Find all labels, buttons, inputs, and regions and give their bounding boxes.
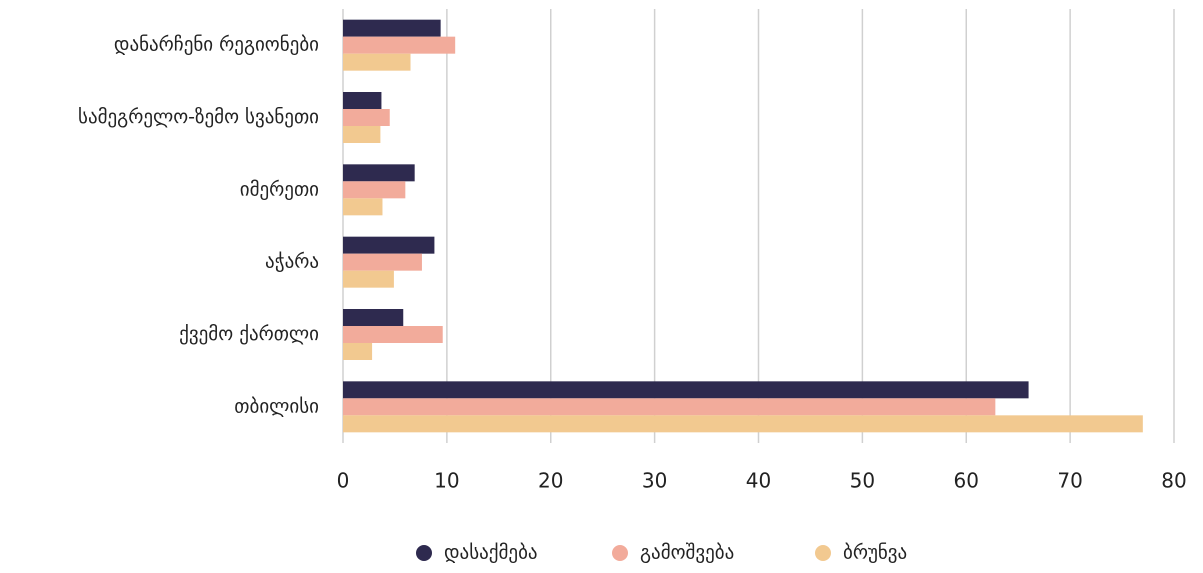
- x-tick-label: 70: [1057, 469, 1082, 493]
- bar: [343, 343, 373, 360]
- legend-label: დასაქმება: [444, 542, 538, 564]
- x-tick-label: 30: [642, 469, 667, 493]
- bar: [343, 253, 422, 271]
- x-tick-label: 0: [337, 469, 350, 493]
- bar: [343, 309, 404, 326]
- legend-label: ბრუნვა: [843, 542, 907, 564]
- x-tick-label: 20: [538, 469, 563, 493]
- x-tick-label: 40: [746, 469, 771, 493]
- y-tick-label: სამეგრელო-ზემო სვანეთი: [78, 106, 319, 128]
- x-tick-label: 60: [954, 469, 979, 493]
- bar: [343, 109, 390, 126]
- y-tick-label: დანარჩენი რეგიონები: [114, 34, 319, 56]
- x-tick-label: 50: [850, 469, 875, 493]
- x-tick-label: 80: [1161, 469, 1186, 493]
- y-tick-label: იმერეთი: [240, 178, 319, 200]
- bar: [343, 236, 435, 254]
- bar: [343, 53, 411, 71]
- bar: [343, 181, 406, 199]
- y-tick-label: ქვემო ქართლი: [179, 323, 319, 345]
- y-tick-label: თბილისი: [234, 395, 319, 417]
- legend-label: გამოშვება: [640, 542, 734, 564]
- legend-marker: [612, 545, 628, 561]
- bar: [343, 164, 415, 182]
- legend-marker: [815, 545, 831, 561]
- bar: [343, 398, 996, 416]
- bar: [343, 415, 1143, 433]
- bar: [343, 36, 456, 54]
- bar: [343, 92, 382, 109]
- x-tick-label: 10: [434, 469, 459, 493]
- bar: [343, 19, 441, 37]
- legend-marker: [416, 545, 432, 561]
- bar: [343, 270, 394, 288]
- bar: [343, 381, 1029, 399]
- bar: [343, 126, 381, 143]
- bar: [343, 326, 443, 343]
- y-tick-label: აჭარა: [265, 251, 319, 273]
- bar: [343, 198, 383, 216]
